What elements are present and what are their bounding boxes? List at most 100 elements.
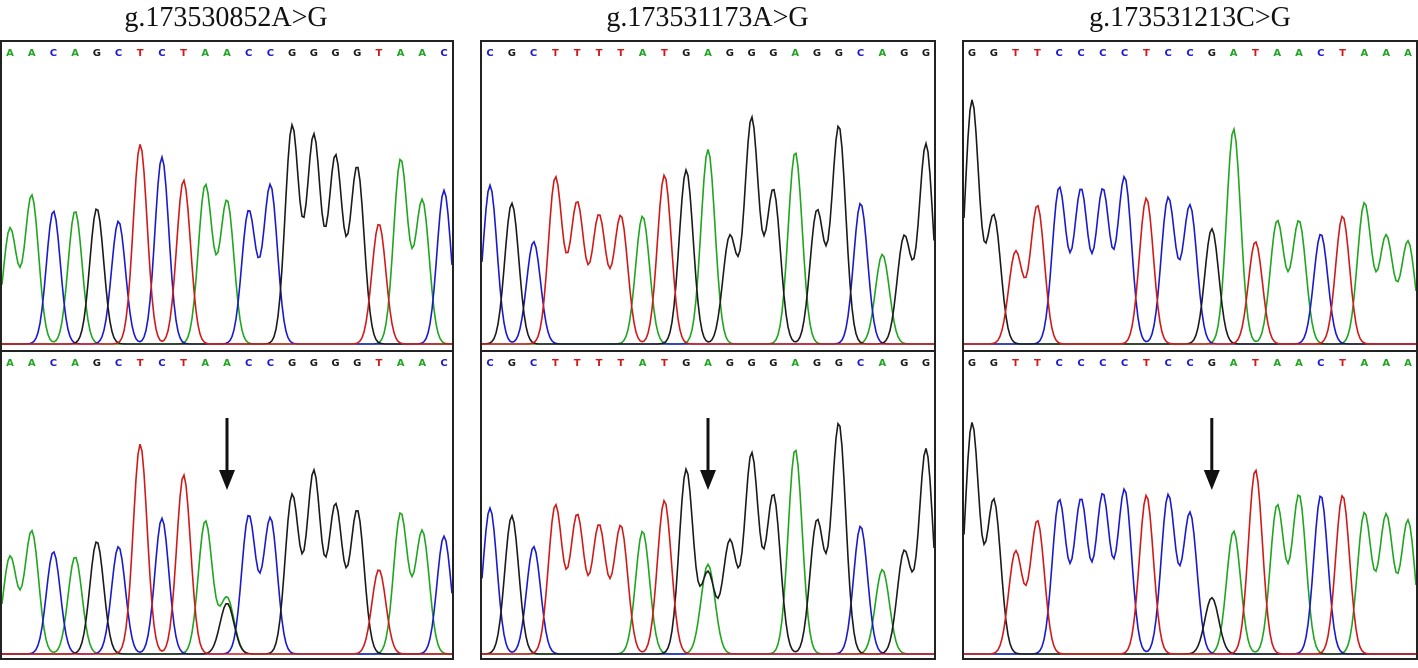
base-call-bottom-12: G	[747, 358, 755, 369]
base-call-top-2: T	[1012, 48, 1019, 59]
base-call-top-15: G	[331, 48, 339, 59]
trace-C-top	[482, 182, 934, 345]
base-call-top-16: G	[353, 48, 361, 59]
base-call-top-2: C	[50, 48, 57, 59]
base-call-top-16: C	[1317, 48, 1324, 59]
trace-G-top	[2, 121, 452, 345]
panel-divider	[482, 350, 934, 352]
base-call-bottom-3: T	[552, 358, 559, 369]
base-call-top-1: G	[990, 48, 998, 59]
base-call-bottom-18: A	[1361, 358, 1369, 369]
base-call-top-20: A	[1404, 48, 1412, 59]
base-call-bottom-20: A	[1404, 358, 1412, 369]
base-call-top-9: G	[682, 48, 690, 59]
base-call-top-3: A	[71, 48, 79, 59]
base-call-top-12: C	[267, 48, 274, 59]
base-call-bottom-19: A	[418, 358, 426, 369]
base-call-top-12: G	[747, 48, 755, 59]
base-call-top-0: G	[968, 48, 976, 59]
base-call-top-6: T	[137, 48, 144, 59]
panel-title-1: g.173530852A>G	[124, 2, 328, 33]
base-call-top-17: T	[1339, 48, 1346, 59]
chromatogram-panel-2: C G C T T T T A T G A G G G A G G C A G G C G C T T T T A T G A G G G A G G C A…	[480, 40, 936, 660]
base-call-top-1: A	[28, 48, 36, 59]
base-call-bottom-3: T	[1034, 358, 1041, 369]
base-call-bottom-3: A	[71, 358, 79, 369]
base-call-bottom-17: C	[857, 358, 864, 369]
base-call-bottom-14: A	[791, 358, 799, 369]
base-call-bottom-5: T	[596, 358, 603, 369]
base-call-bottom-2: T	[1012, 358, 1019, 369]
base-call-bottom-0: A	[6, 358, 14, 369]
mutation-arrow-icon	[1203, 470, 1220, 490]
base-call-top-11: C	[245, 48, 252, 59]
base-call-top-5: T	[596, 48, 603, 59]
base-call-bottom-2: C	[530, 358, 537, 369]
base-call-top-14: G	[310, 48, 318, 59]
base-call-bottom-17: T	[1339, 358, 1346, 369]
base-call-bottom-19: A	[1382, 358, 1390, 369]
trace-T-bottom	[964, 468, 1416, 655]
base-call-bottom-20: G	[922, 358, 930, 369]
base-call-top-1: G	[508, 48, 516, 59]
base-call-bottom-0: G	[968, 358, 976, 369]
base-call-bottom-13: G	[288, 358, 296, 369]
base-call-bottom-14: A	[1273, 358, 1281, 369]
base-call-bottom-5: C	[1077, 358, 1084, 369]
trace-T-top	[2, 144, 452, 345]
base-call-bottom-9: C	[1165, 358, 1172, 369]
base-call-bottom-18: A	[879, 358, 887, 369]
base-call-top-3: T	[1034, 48, 1041, 59]
trace-C-bottom	[964, 487, 1416, 655]
base-call-top-4: T	[574, 48, 581, 59]
base-call-bottom-6: T	[137, 358, 144, 369]
base-call-top-7: C	[1121, 48, 1128, 59]
base-call-top-13: T	[1252, 48, 1259, 59]
base-call-top-10: A	[704, 48, 712, 59]
trace-A-bottom	[2, 511, 452, 655]
base-call-bottom-0: C	[486, 358, 493, 369]
base-call-top-19: G	[900, 48, 908, 59]
chromatogram-2-svg: C G C T T T T A T G A G G G A G G C A G G C G C T T T T A T G A G G G A G G C A…	[482, 48, 934, 655]
base-call-bottom-9: G	[682, 358, 690, 369]
base-call-top-9: A	[201, 48, 209, 59]
trace-C-top	[964, 174, 1416, 345]
base-call-top-13: G	[288, 48, 296, 59]
panel-title-2: g.173531173A>G	[606, 2, 809, 33]
base-call-bottom-13: G	[769, 358, 777, 369]
base-call-top-18: A	[1361, 48, 1369, 59]
base-call-top-5: C	[1077, 48, 1084, 59]
chromatogram-panel-3: G G T T C C C C T C C G A T A A C T A A A G G T T C C C C T C C G A T A A C T A…	[962, 40, 1418, 660]
base-call-bottom-14: G	[310, 358, 318, 369]
base-call-bottom-6: C	[1099, 358, 1106, 369]
base-call-top-5: C	[115, 48, 122, 59]
base-call-top-10: C	[1186, 48, 1193, 59]
base-call-bottom-12: A	[1230, 358, 1238, 369]
chromatogram-1-svg: A A C A G C T C T A A C C G G G G T A A C A A C A G C T C T A A C C G G G G T A…	[2, 48, 452, 655]
base-call-top-14: A	[791, 48, 799, 59]
mutation-arrow-icon	[700, 470, 716, 490]
base-call-bottom-16: G	[835, 358, 843, 369]
base-call-bottom-4: C	[1056, 358, 1063, 369]
base-call-top-0: C	[486, 48, 493, 59]
base-call-bottom-10: A	[223, 358, 231, 369]
trace-T-bottom	[2, 443, 452, 655]
base-call-top-18: A	[397, 48, 405, 59]
base-call-top-7: A	[639, 48, 647, 59]
base-call-top-9: C	[1165, 48, 1172, 59]
base-call-bottom-19: G	[900, 358, 908, 369]
base-call-bottom-11: C	[245, 358, 252, 369]
base-call-top-16: G	[835, 48, 843, 59]
base-call-bottom-20: C	[440, 358, 447, 369]
trace-G-bottom	[482, 421, 934, 655]
base-call-top-20: G	[922, 48, 930, 59]
base-call-bottom-11: G	[1208, 358, 1216, 369]
base-call-bottom-1: A	[28, 358, 36, 369]
chromatogram-panel-1: A A C A G C T C T A A C C G G G G T A A C A A C A G C T C T A A C C G G G G T A…	[0, 40, 454, 660]
base-call-top-19: A	[1382, 48, 1390, 59]
trace-C-bottom	[482, 505, 934, 655]
base-call-bottom-17: T	[375, 358, 382, 369]
chromatogram-3-svg: G G T T C C C C T C C G A T A A C T A A A G G T T C C C C T C C G A T A A C T A…	[964, 48, 1416, 655]
base-call-bottom-8: T	[1143, 358, 1150, 369]
base-call-bottom-10: A	[704, 358, 712, 369]
